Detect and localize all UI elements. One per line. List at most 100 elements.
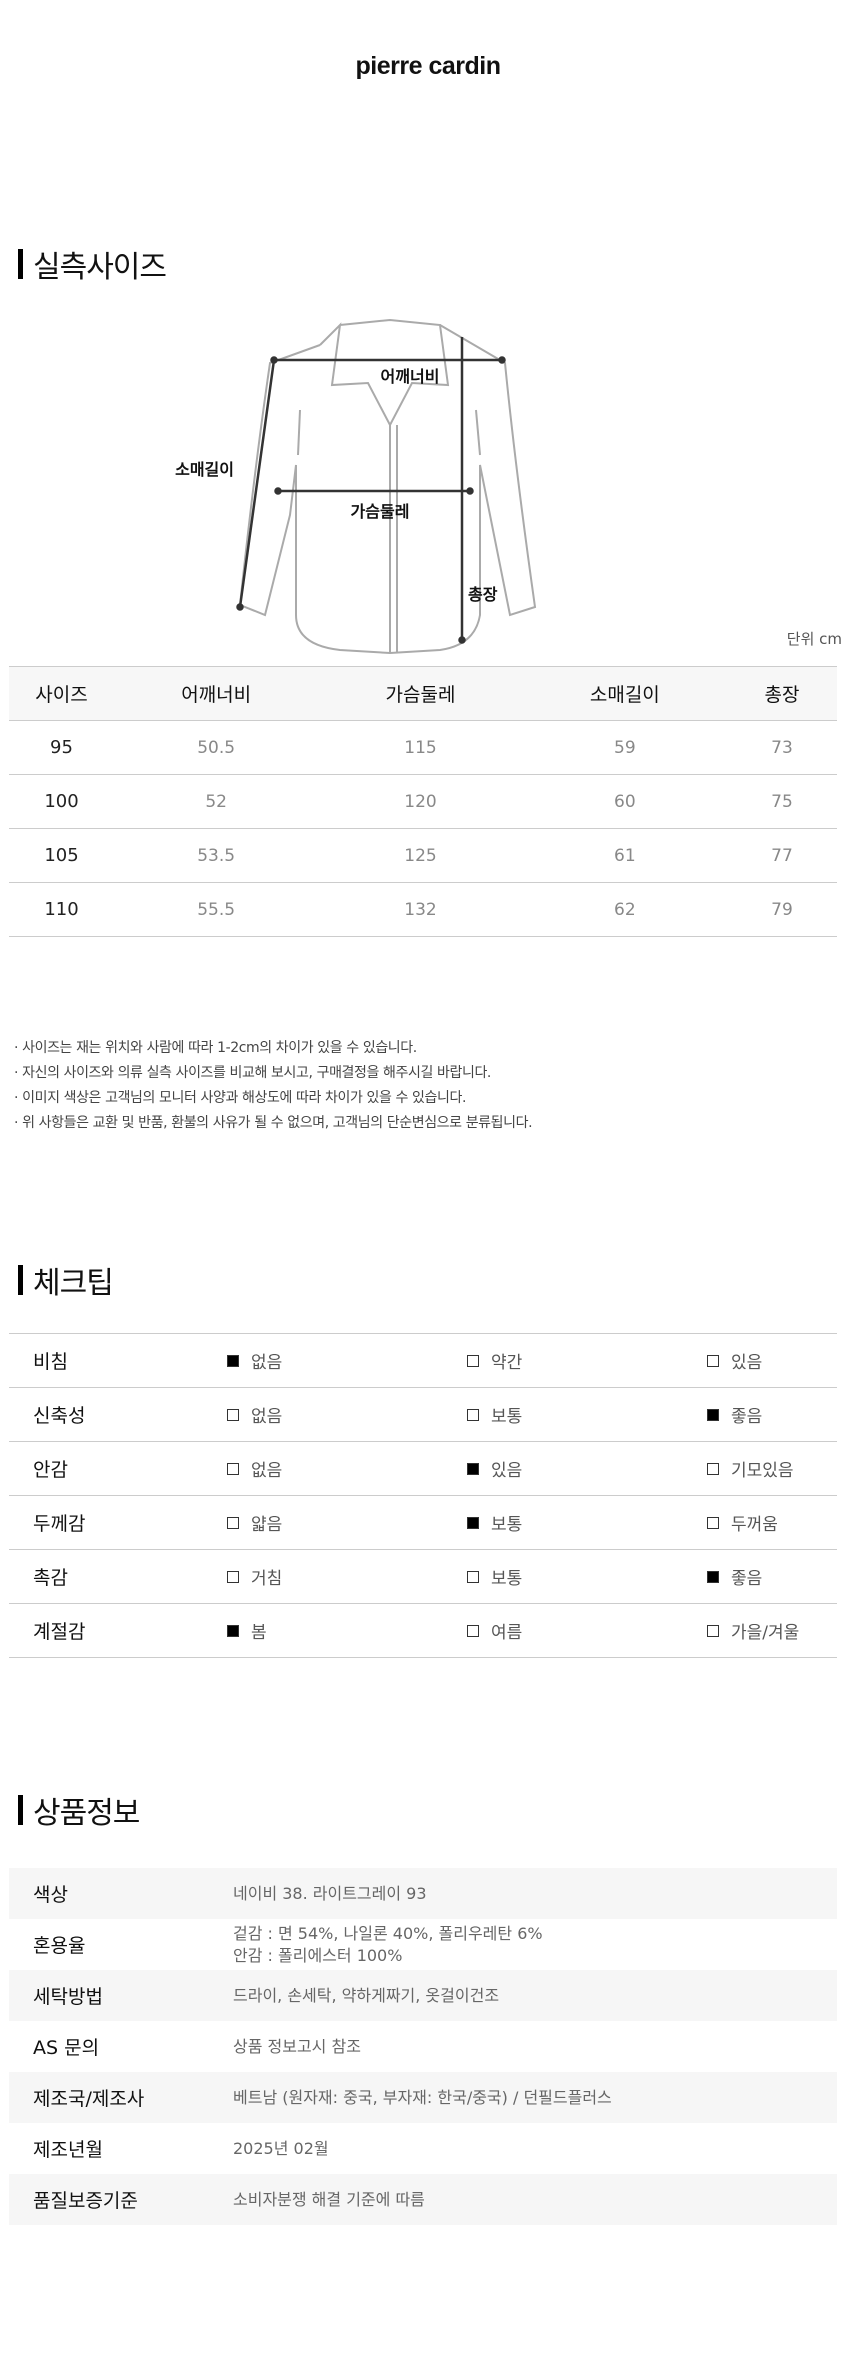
check-option: 보통 <box>467 1564 707 1589</box>
size-cell: 50.5 <box>114 720 319 775</box>
info-value-line: 2025년 02월 <box>233 2138 329 2158</box>
info-label: AS 문의 <box>33 2037 100 2059</box>
col-size: 사이즈 <box>9 666 114 721</box>
size-cell: 125 <box>318 828 523 883</box>
unchecked-box-icon <box>227 1516 239 1529</box>
info-value-line: 네이비 38. 라이트그레이 93 <box>233 1883 427 1903</box>
size-row: 105 53.5 125 61 77 <box>9 828 837 883</box>
unchecked-box-icon <box>467 1570 479 1583</box>
info-label: 세탁방법 <box>33 1986 103 2008</box>
size-cell: 105 <box>9 828 114 883</box>
info-section-title: 상품정보 <box>18 1788 140 1832</box>
option-label: 없음 <box>251 1353 283 1373</box>
info-value: 네이비 38. 라이트그레이 93 <box>233 1868 837 1919</box>
info-value: 소비자분쟁 해결 기준에 따름 <box>233 2174 837 2225</box>
option-label: 거침 <box>251 1569 283 1589</box>
check-option: 좋음 <box>707 1564 837 1589</box>
checked-box-icon <box>467 1462 479 1475</box>
unit-label: 단위 cm <box>786 630 842 648</box>
check-option: 보통 <box>467 1510 707 1535</box>
check-option: 얇음 <box>227 1510 467 1535</box>
check-option: 여름 <box>467 1618 707 1643</box>
unchecked-box-icon <box>707 1624 719 1637</box>
info-label: 색상 <box>33 1884 68 1906</box>
info-row: 제조국/제조사 베트남 (원자재: 중국, 부자재: 한국/중국) / 던필드플러… <box>9 2072 837 2123</box>
notes-list: 사이즈는 재는 위치와 사람에 따라 1-2cm의 차이가 있을 수 있습니다.… <box>14 1036 532 1136</box>
size-table: 사이즈 어깨너비 가슴둘레 소매길이 총장 95 50.5 115 59 73 100 52… <box>9 666 837 937</box>
info-value-line: 드라이, 손세탁, 약하게짜기, 옷걸이건조 <box>233 1985 500 2005</box>
check-option: 보통 <box>467 1402 707 1427</box>
unchecked-box-icon <box>467 1624 479 1637</box>
check-option: 있음 <box>467 1456 707 1481</box>
info-value-line: 상품 정보고시 참조 <box>233 2036 361 2056</box>
size-cell: 95 <box>9 720 114 775</box>
size-cell: 120 <box>318 774 523 829</box>
title-bar <box>18 1795 23 1825</box>
size-cell: 77 <box>727 828 837 883</box>
info-value: 상품 정보고시 참조 <box>233 2021 837 2072</box>
check-row: 비침 없음 약간 있음 <box>9 1333 837 1388</box>
size-cell: 55.5 <box>114 882 319 937</box>
info-row: 색상 네이비 38. 라이트그레이 93 <box>9 1868 837 1919</box>
size-cell: 52 <box>114 774 319 829</box>
check-section-title: 체크팁 <box>18 1258 114 1302</box>
check-label: 비침 <box>33 1351 68 1373</box>
option-label: 두꺼움 <box>731 1515 778 1535</box>
col-shoulder: 어깨너비 <box>114 666 319 721</box>
checked-box-icon <box>227 1354 239 1367</box>
unchecked-box-icon <box>227 1408 239 1421</box>
unchecked-box-icon <box>467 1408 479 1421</box>
option-label: 좋음 <box>731 1569 763 1589</box>
size-cell: 59 <box>522 720 727 775</box>
info-row: 세탁방법 드라이, 손세탁, 약하게짜기, 옷걸이건조 <box>9 1970 837 2021</box>
note-item: 이미지 색상은 고객님의 모니터 사양과 해상도에 따라 차이가 있을 수 있습… <box>14 1086 532 1111</box>
size-cell: 100 <box>9 774 114 829</box>
check-row: 안감 없음 있음 기모있음 <box>9 1441 837 1496</box>
info-table: 색상 네이비 38. 라이트그레이 93 혼용율 겉감 : 면 54%, 나일론 40… <box>9 1868 837 2225</box>
option-label: 약간 <box>491 1353 523 1373</box>
unchecked-box-icon <box>707 1462 719 1475</box>
check-option: 두꺼움 <box>707 1510 837 1535</box>
info-value-line: 베트남 (원자재: 중국, 부자재: 한국/중국) / 던필드플러스 <box>233 2087 612 2107</box>
brand-logo: pierre cardin <box>355 52 501 80</box>
col-chest: 가슴둘레 <box>318 666 523 721</box>
check-option: 없음 <box>227 1348 467 1373</box>
check-row: 계절감 봄 여름 가을/겨울 <box>9 1603 837 1658</box>
size-cell: 79 <box>727 882 837 937</box>
check-row: 촉감 거침 보통 좋음 <box>9 1549 837 1604</box>
info-row: 혼용율 겉감 : 면 54%, 나일론 40%, 폴리우레탄 6% 안감 : 폴리에… <box>9 1919 837 1970</box>
check-option: 좋음 <box>707 1402 837 1427</box>
info-label: 제조년월 <box>33 2139 103 2161</box>
info-row: 품질보증기준 소비자분쟁 해결 기준에 따름 <box>9 2174 837 2225</box>
info-value-line: 겉감 : 면 54%, 나일론 40%, 폴리우레탄 6% <box>233 1923 543 1943</box>
option-label: 얇음 <box>251 1515 283 1535</box>
option-label: 기모있음 <box>731 1461 794 1481</box>
checked-box-icon <box>707 1570 719 1583</box>
option-label: 여름 <box>491 1623 523 1643</box>
check-option: 없음 <box>227 1456 467 1481</box>
option-label: 가을/겨울 <box>731 1623 800 1643</box>
size-cell: 75 <box>727 774 837 829</box>
info-value: 2025년 02월 <box>233 2123 837 2174</box>
info-value-line: 소비자분쟁 해결 기준에 따름 <box>233 2189 425 2209</box>
title-bar <box>18 1265 23 1295</box>
check-title-text: 체크팁 <box>33 1266 114 1301</box>
info-label: 혼용율 <box>33 1935 86 1957</box>
checked-box-icon <box>467 1516 479 1529</box>
option-label: 있음 <box>731 1353 763 1373</box>
info-value: 베트남 (원자재: 중국, 부자재: 한국/중국) / 던필드플러스 <box>233 2072 837 2123</box>
info-value: 겉감 : 면 54%, 나일론 40%, 폴리우레탄 6% 안감 : 폴리에스터 … <box>233 1919 837 1970</box>
label-sleeve: 소매길이 <box>175 460 234 479</box>
unchecked-box-icon <box>227 1570 239 1583</box>
size-table-header: 사이즈 어깨너비 가슴둘레 소매길이 총장 <box>9 666 837 721</box>
note-item: 위 사항들은 교환 및 반품, 환불의 사유가 될 수 없으며, 고객님의 단순… <box>14 1111 532 1136</box>
size-cell: 61 <box>522 828 727 883</box>
col-length: 총장 <box>727 666 837 721</box>
note-item: 사이즈는 재는 위치와 사람에 따라 1-2cm의 차이가 있을 수 있습니다. <box>14 1036 532 1061</box>
check-option: 봄 <box>227 1618 467 1643</box>
checked-box-icon <box>227 1624 239 1637</box>
size-cell: 115 <box>318 720 523 775</box>
size-title-text: 실측사이즈 <box>33 250 167 285</box>
check-label: 안감 <box>33 1459 68 1481</box>
size-section-title: 실측사이즈 <box>18 242 167 286</box>
